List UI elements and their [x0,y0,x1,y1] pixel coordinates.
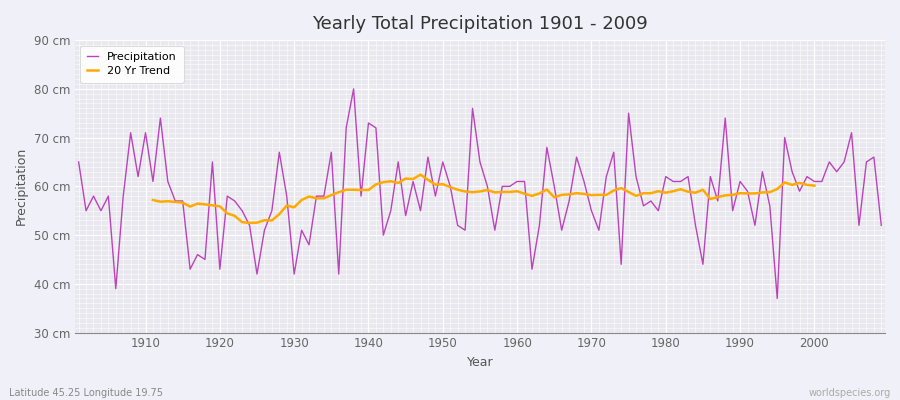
20 Yr Trend [623,190,634,194]
Line: 20 Yr Trend: 20 Yr Trend [153,175,814,223]
Precipitation [132,174,143,179]
Text: worldspecies.org: worldspecies.org [809,388,891,398]
20 Yr Trend [809,183,820,188]
Precipitation [519,179,530,184]
20 Yr Trend [794,180,805,185]
Precipitation [512,179,523,184]
Precipitation [341,126,352,130]
20 Yr Trend [237,220,248,224]
Legend: Precipitation, 20 Yr Trend: Precipitation, 20 Yr Trend [80,46,184,82]
Precipitation [608,150,619,155]
20 Yr Trend [244,220,255,225]
Precipitation [73,160,84,164]
20 Yr Trend [356,188,366,192]
Precipitation [296,228,307,233]
Precipitation [876,223,886,228]
Precipitation [772,296,783,301]
20 Yr Trend [727,192,738,197]
Precipitation [348,86,359,91]
Line: Precipitation: Precipitation [78,89,881,298]
Title: Yearly Total Precipitation 1901 - 2009: Yearly Total Precipitation 1901 - 2009 [312,15,648,33]
20 Yr Trend [148,198,158,202]
Y-axis label: Precipitation: Precipitation [15,147,28,226]
Text: Latitude 45.25 Longitude 19.75: Latitude 45.25 Longitude 19.75 [9,388,163,398]
20 Yr Trend [713,195,724,200]
X-axis label: Year: Year [466,356,493,369]
20 Yr Trend [415,172,426,177]
